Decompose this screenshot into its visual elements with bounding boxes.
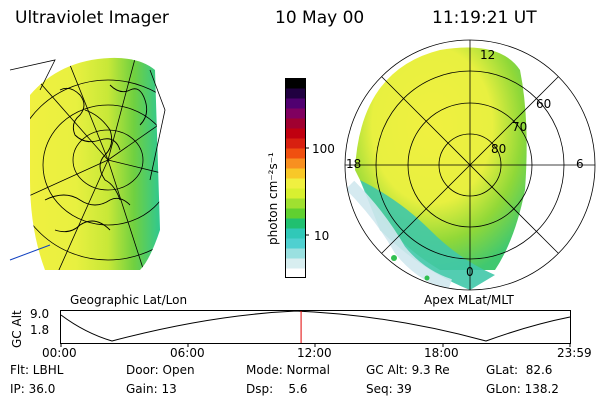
colorbar-segment	[285, 248, 305, 259]
left-panel-caption: Geographic Lat/Lon	[70, 293, 188, 307]
colorbar-segment	[285, 178, 305, 189]
glon-info: GLon: 138.2	[486, 382, 559, 396]
colorbar-segment	[285, 138, 305, 149]
ip-info: IP: 36.0	[10, 382, 56, 396]
time-label: 11:19:21 UT	[432, 8, 537, 28]
colorbar-segment	[285, 258, 305, 269]
mlat-label-80: 80	[491, 142, 507, 156]
seq-info: Seq: 39	[366, 382, 412, 396]
colorbar-segment	[285, 118, 305, 129]
colorbar-segment	[285, 228, 305, 239]
mlt-label-18: 18	[346, 157, 362, 171]
timeline-tick-3: 18:00	[424, 346, 459, 360]
mlt-label-0: 0	[466, 265, 474, 279]
colorbar-segment	[285, 98, 305, 109]
colorbar-unit-label: photon cm⁻²s⁻¹	[266, 152, 280, 245]
colorbar-segment	[285, 198, 305, 209]
colorbar-segment	[285, 218, 305, 229]
timeline-ymax: 9.0	[30, 307, 50, 321]
mode-info: Mode: Normal	[246, 363, 330, 377]
colorbar-segment	[285, 128, 305, 139]
instrument-title: Ultraviolet Imager	[15, 8, 169, 28]
colorbar-tick-10: 10	[314, 229, 330, 243]
gain-info: Gain: 13	[126, 382, 177, 396]
mlat-label-70: 70	[512, 120, 528, 134]
timeline-tick-0: 00:00	[42, 346, 77, 360]
colorbar-segment	[285, 268, 305, 279]
date-label: 10 May 00	[275, 8, 365, 28]
timeline-ymin: 1.8	[30, 323, 50, 337]
colorbar-segment	[285, 168, 305, 179]
glat-info: GLat: 82.6	[486, 363, 553, 377]
gc-alt-info: GC Alt: 9.3 Re	[366, 363, 450, 377]
dsp-info: Dsp: 5.6	[246, 382, 308, 396]
colorbar	[285, 78, 309, 279]
colorbar-segment	[285, 208, 305, 219]
colorbar-segment	[285, 238, 305, 249]
timeline-tick-4: 23:59	[557, 346, 592, 360]
colorbar-segment	[285, 158, 305, 169]
colorbar-tick-100: 100	[312, 142, 335, 156]
mlt-label-12: 12	[480, 48, 496, 62]
right-panel-caption: Apex MLat/MLT	[424, 293, 514, 307]
timeline-tick-2: 12:00	[297, 346, 332, 360]
mlat-label-60: 60	[536, 97, 552, 111]
mlt-label-6: 6	[576, 157, 584, 171]
filter-info: Flt: LBHL	[10, 363, 64, 377]
timeline-plot	[60, 310, 571, 347]
colorbar-segment	[285, 78, 305, 89]
colorbar-segment	[285, 148, 305, 159]
colorbar-segment	[285, 88, 305, 99]
door-info: Door: Open	[126, 363, 195, 377]
timeline-tick-1: 06:00	[170, 346, 205, 360]
colorbar-segment	[285, 108, 305, 119]
colorbar-segment	[285, 188, 305, 199]
